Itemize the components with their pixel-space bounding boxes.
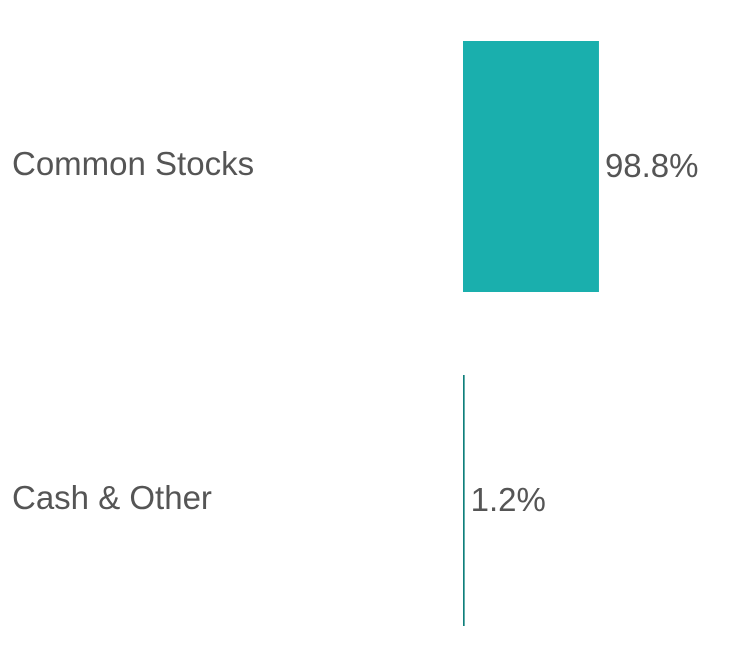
category-label: Cash & Other	[12, 479, 212, 516]
bar	[463, 41, 599, 292]
value-label: 1.2%	[471, 481, 546, 518]
category-label: Common Stocks	[12, 145, 254, 182]
bar	[463, 375, 465, 626]
value-label: 98.8%	[605, 147, 699, 184]
